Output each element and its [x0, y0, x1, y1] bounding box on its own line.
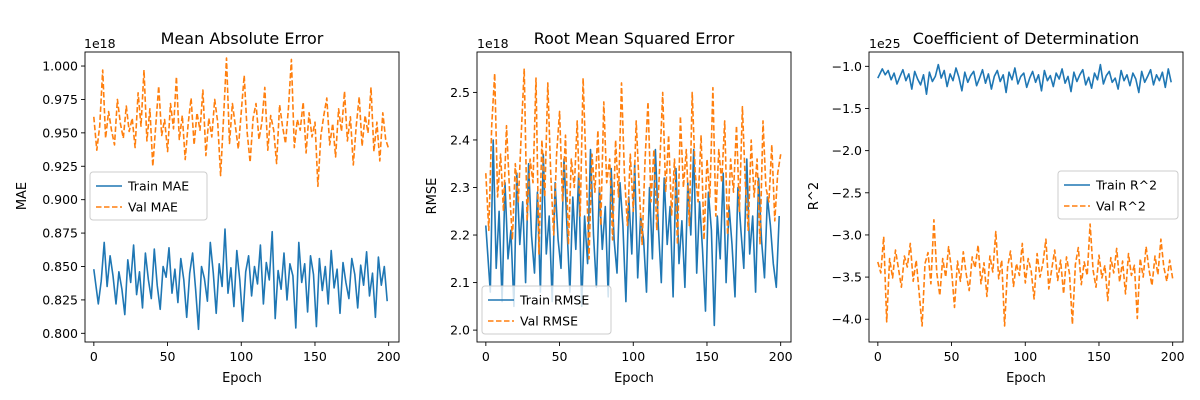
axes-frame — [476, 51, 792, 343]
y-tick-label: 0.950 — [42, 125, 78, 140]
y-tick-label: 0.850 — [42, 259, 78, 274]
chart-title: Mean Absolute Error — [161, 29, 324, 48]
y-tick-label: 0.800 — [42, 326, 78, 341]
y-tick-label: 1.000 — [42, 59, 78, 74]
x-tick-label: 200 — [769, 349, 793, 364]
x-axis-label: Epoch — [614, 371, 654, 386]
val-series-line — [485, 67, 782, 260]
y-axis-label: R^2 — [807, 182, 822, 210]
y-tick-label: 0.825 — [42, 292, 78, 307]
x-tick-label: 100 — [229, 349, 253, 364]
mae-chart: Mean Absolute Error Epoch MAE 1e18 0 50 10… — [15, 29, 401, 386]
y-tick-label: −3.5 — [832, 270, 862, 285]
train-series-line — [877, 63, 1172, 95]
train-series-line — [93, 228, 388, 331]
y-tick-label: 0.925 — [42, 159, 78, 174]
plot-area: 0 50 100 150 200 0.800 0.825 0.850 0.875 0.900 0.9… — [42, 51, 401, 364]
y-tick-label: 2.5 — [450, 85, 470, 100]
legend-train-label: Train MAE — [127, 179, 189, 194]
y-tick-label: −3.0 — [832, 227, 862, 242]
plot-area: 0 50 100 150 200 2.0 2.1 2.2 2.3 2.4 2.5 — [450, 51, 793, 364]
y-tick-label: −1.5 — [832, 101, 862, 116]
val-series-line — [93, 57, 390, 188]
legend: Train R^2 Val R^2 — [1057, 170, 1179, 220]
x-tick-label: 50 — [552, 349, 568, 364]
legend-val-label: Val RMSE — [520, 314, 578, 329]
y-tick-label: −2.0 — [832, 143, 862, 158]
legend-box — [89, 171, 208, 221]
legend-val-label: Val MAE — [128, 200, 178, 215]
chart-title: Coefficient of Determination — [913, 29, 1140, 48]
axes-frame — [868, 51, 1184, 343]
y-tick-label: 2.2 — [450, 228, 470, 243]
x-tick-label: 100 — [621, 349, 645, 364]
x-axis-label: Epoch — [1006, 371, 1046, 386]
legend-val-label: Val R^2 — [1096, 199, 1146, 214]
y-tick-label: −4.0 — [832, 312, 862, 327]
x-tick-label: 200 — [377, 349, 401, 364]
x-tick-label: 150 — [303, 349, 327, 364]
legend: Train RMSE Val RMSE — [481, 285, 612, 335]
offset-label: 1e25 — [869, 36, 901, 51]
chart-title: Root Mean Squared Error — [534, 29, 735, 48]
legend-train-label: Train R^2 — [1095, 178, 1157, 193]
legend: Train MAE Val MAE — [89, 171, 208, 221]
plot-area: 0 50 100 150 200 −4.0 −3.5 −3.0 −2.5 −2.0 −1.5 −1.0 — [832, 51, 1185, 364]
y-tick-label: 2.4 — [450, 132, 470, 147]
x-tick-label: 50 — [160, 349, 176, 364]
y-tick-label: −1.0 — [832, 59, 862, 74]
y-tick-label: 2.0 — [450, 323, 470, 338]
y-tick-label: 0.975 — [42, 92, 78, 107]
legend-box — [1057, 170, 1179, 220]
y-tick-label: −2.5 — [832, 185, 862, 200]
y-tick-label: 2.3 — [450, 180, 470, 195]
y-tick-label: 2.1 — [450, 275, 470, 290]
r2-chart: Coefficient of Determination Epoch R^2 1… — [807, 29, 1185, 386]
rmse-chart: Root Mean Squared Error Epoch RMSE 1e18 … — [425, 29, 793, 386]
y-axis-label: MAE — [15, 182, 30, 210]
axes-frame — [84, 51, 400, 343]
x-tick-label: 150 — [695, 349, 719, 364]
x-axis-label: Epoch — [222, 371, 262, 386]
x-tick-label: 150 — [1087, 349, 1111, 364]
val-series-line — [877, 219, 1174, 327]
y-tick-label: 0.900 — [42, 192, 78, 207]
legend-box — [481, 285, 612, 335]
offset-label: 1e18 — [477, 36, 509, 51]
x-tick-label: 200 — [1161, 349, 1185, 364]
y-axis-label: RMSE — [425, 178, 440, 215]
legend-train-label: Train RMSE — [519, 293, 589, 308]
x-tick-label: 0 — [90, 349, 98, 364]
y-tick-label: 0.875 — [42, 226, 78, 241]
x-tick-label: 100 — [1013, 349, 1037, 364]
x-tick-label: 0 — [874, 349, 882, 364]
x-tick-label: 0 — [482, 349, 490, 364]
x-tick-label: 50 — [944, 349, 960, 364]
offset-label: 1e18 — [84, 36, 116, 51]
